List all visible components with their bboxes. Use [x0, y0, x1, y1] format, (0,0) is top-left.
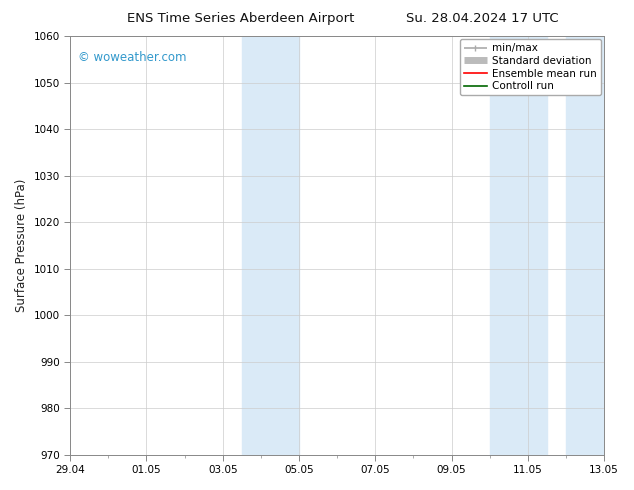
Text: © woweather.com: © woweather.com	[78, 51, 187, 64]
Bar	[566, 36, 604, 455]
Bar	[242, 36, 299, 455]
Text: Su. 28.04.2024 17 UTC: Su. 28.04.2024 17 UTC	[406, 12, 558, 25]
Bar	[489, 36, 547, 455]
Text: ENS Time Series Aberdeen Airport: ENS Time Series Aberdeen Airport	[127, 12, 354, 25]
Y-axis label: Surface Pressure (hPa): Surface Pressure (hPa)	[15, 179, 28, 312]
Legend: min/max, Standard deviation, Ensemble mean run, Controll run: min/max, Standard deviation, Ensemble me…	[460, 39, 601, 96]
